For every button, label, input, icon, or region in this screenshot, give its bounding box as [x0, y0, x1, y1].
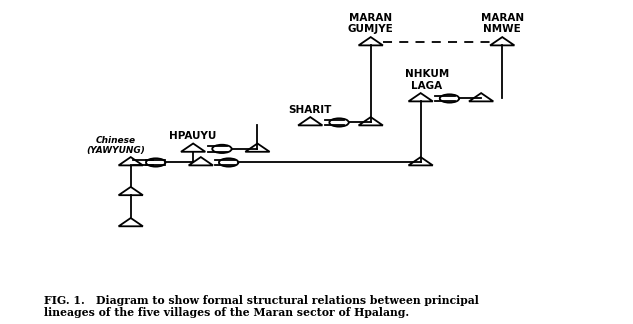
Text: MARAN
GUMJYE: MARAN GUMJYE	[348, 13, 394, 34]
Text: SHARIT: SHARIT	[289, 105, 332, 115]
Text: lineages of the five villages of the Maran sector of Hpalang.: lineages of the five villages of the Mar…	[44, 307, 410, 318]
Text: HPAUYU: HPAUYU	[170, 132, 217, 141]
Text: NHKUM
LAGA: NHKUM LAGA	[404, 69, 449, 91]
Text: MARAN
NMWE: MARAN NMWE	[480, 13, 524, 34]
Text: Chinese
(YAWYUNG): Chinese (YAWYUNG)	[86, 136, 145, 155]
Text: FIG. 1.   Diagram to show formal structural relations between principal: FIG. 1. Diagram to show formal structura…	[44, 295, 479, 306]
